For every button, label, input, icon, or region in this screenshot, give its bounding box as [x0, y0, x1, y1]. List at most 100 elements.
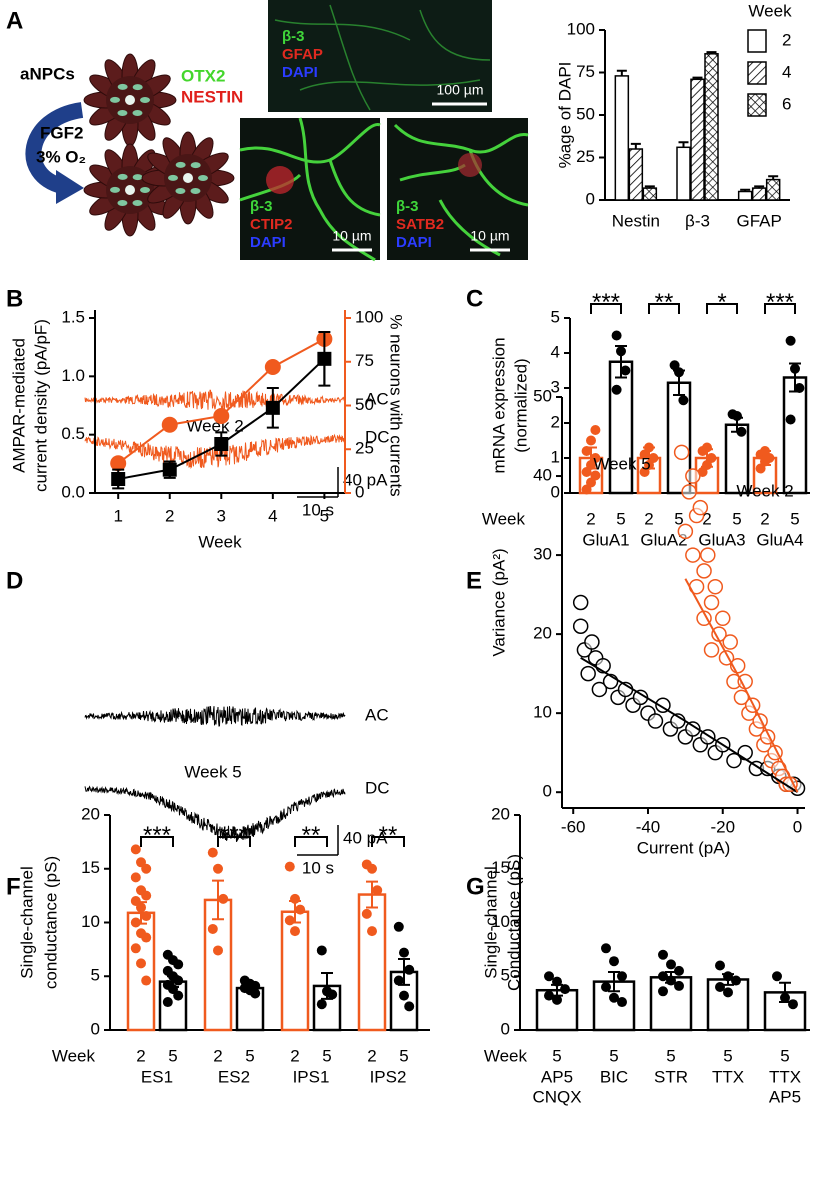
data-point [617, 997, 627, 1008]
trace-row-label: AC [365, 389, 389, 408]
marker [265, 400, 280, 415]
week-label: 2 [644, 509, 653, 528]
data-point [707, 578, 724, 595]
data-point [590, 425, 601, 435]
stain-label: β-3 [282, 28, 305, 45]
legend-swatch [747, 61, 767, 85]
data-point [399, 990, 409, 1001]
y-axis-label: conductance (pS) [41, 856, 60, 989]
y-tick-label: 0 [91, 1019, 100, 1038]
data-point [162, 997, 173, 1008]
marker [317, 351, 332, 366]
nucleus [117, 173, 128, 180]
y-tick-label: 15 [81, 858, 100, 877]
group-label: GluA3 [698, 530, 745, 549]
data-point [552, 994, 562, 1005]
nucleus [458, 153, 482, 177]
data-point [393, 975, 404, 986]
data-point [611, 384, 622, 395]
group-label: TTX [769, 1067, 801, 1086]
data-point [295, 904, 306, 915]
data-point [173, 990, 184, 1001]
data-point [678, 395, 689, 406]
error-bar [212, 879, 224, 900]
stain-label: DAPI [282, 64, 318, 81]
error-bar [678, 141, 689, 148]
significance: *** [220, 822, 248, 849]
data-point [731, 975, 741, 986]
y-tick-label: 3 [551, 377, 560, 396]
panel-label: C [466, 285, 483, 312]
significance-bracket [217, 836, 251, 847]
nucleus [132, 110, 143, 117]
y-axis-label: mRNA expression [489, 337, 508, 473]
data-point [702, 442, 712, 453]
significance-bracket [590, 303, 622, 314]
data-point [609, 956, 619, 967]
significance: *** [766, 289, 794, 316]
bar [751, 187, 767, 201]
x-tick-label: Nestin [612, 211, 660, 230]
error-bar [321, 972, 333, 986]
y2-axis-label: % neurons with currents [387, 314, 406, 496]
data-point [207, 923, 218, 934]
y-tick-label: 1 [551, 447, 560, 466]
y-tick-label: 0 [586, 189, 595, 208]
significance: ** [379, 822, 398, 849]
data-point [703, 642, 720, 658]
data-point [617, 971, 627, 982]
nucleus [125, 95, 135, 105]
y-tick-label: 5 [551, 307, 560, 326]
group-label: AP5 [541, 1067, 573, 1086]
cell [141, 131, 235, 225]
nucleus [175, 161, 186, 168]
data-point [367, 926, 377, 937]
week-label: 5 [790, 509, 799, 528]
y-tick-label: 100 [355, 307, 383, 326]
data-point [609, 992, 619, 1003]
stain-label: DAPI [396, 234, 432, 251]
stain-label: CTIP2 [250, 216, 293, 233]
week-label: 2 [367, 1046, 376, 1065]
fiber [274, 4, 491, 111]
group-label: IPS1 [293, 1067, 330, 1086]
marker [213, 408, 230, 424]
y-tick-label: 10 [491, 912, 510, 931]
nucleus [117, 83, 128, 90]
data-point [404, 1001, 415, 1012]
bar [704, 53, 719, 201]
x-tick-label: 5 [320, 506, 329, 525]
y-tick-label: 75 [355, 351, 374, 370]
panel-label: F [6, 873, 21, 900]
data-point [658, 971, 668, 982]
data-point [141, 863, 152, 874]
error-bar [366, 894, 378, 909]
week-label: 5 [674, 509, 683, 528]
data-point [136, 958, 146, 969]
micrograph: β-3 GFAP DAPI 100 µm β-3 CTIP2 DAPI 10 µ… [239, 0, 529, 262]
nucleus [190, 162, 201, 169]
data-point [685, 468, 701, 484]
data-point [666, 975, 676, 986]
data-point [658, 986, 668, 997]
x-axis-title: Week [484, 1046, 528, 1065]
y-axis-label: Single-channel [481, 866, 500, 978]
data-point [620, 365, 631, 376]
data-point [544, 971, 554, 982]
scale-label: 10 µm [332, 228, 371, 244]
data-point [130, 943, 141, 954]
legend-swatch [747, 93, 767, 117]
error-bar [630, 142, 641, 149]
group-label: STR [654, 1067, 688, 1086]
data-point [361, 908, 372, 919]
error-bar [644, 185, 655, 189]
week-label: 5 [616, 509, 625, 528]
marker [264, 359, 281, 375]
data-point [737, 744, 753, 761]
y-tick-label: 50 [355, 395, 374, 414]
week-label: 5 [732, 509, 741, 528]
y-tick-label: 75 [576, 62, 595, 81]
x-tick-label: -40 [636, 817, 661, 836]
scale-label: 10 µm [470, 228, 509, 244]
